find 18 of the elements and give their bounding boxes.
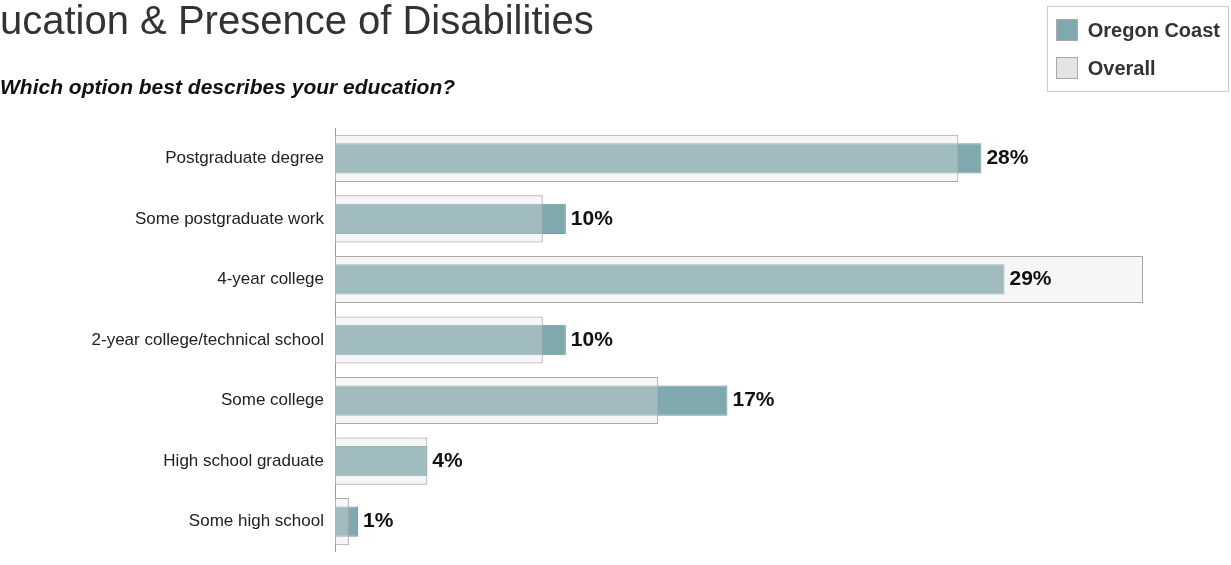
y-tick-label: 4-year college bbox=[217, 269, 324, 289]
data-label: 4% bbox=[432, 447, 464, 471]
data-label: 17% bbox=[732, 387, 775, 411]
data-label: 10% bbox=[570, 326, 614, 350]
data-label: 29% bbox=[1009, 266, 1052, 290]
y-tick-label: Postgraduate degree bbox=[165, 148, 324, 168]
chart-title: ucation & Presence of Disabilities bbox=[0, 0, 594, 43]
y-tick-label: High school graduate bbox=[163, 450, 324, 470]
data-label: 10% bbox=[570, 205, 614, 229]
y-tick-label: Some college bbox=[220, 390, 324, 410]
legend-label: Oregon Coast bbox=[1087, 18, 1220, 42]
legend-label: Overall bbox=[1087, 56, 1156, 80]
data-label: 1% bbox=[363, 508, 394, 532]
chart-subtitle: Which option best describes your education? bbox=[0, 75, 456, 99]
y-tick-label: Some postgraduate work bbox=[135, 208, 325, 228]
data-label: 28% bbox=[986, 145, 1029, 169]
y-tick-label: 2-year college/technical school bbox=[91, 329, 324, 349]
y-tick-label: Some high school bbox=[188, 511, 324, 531]
